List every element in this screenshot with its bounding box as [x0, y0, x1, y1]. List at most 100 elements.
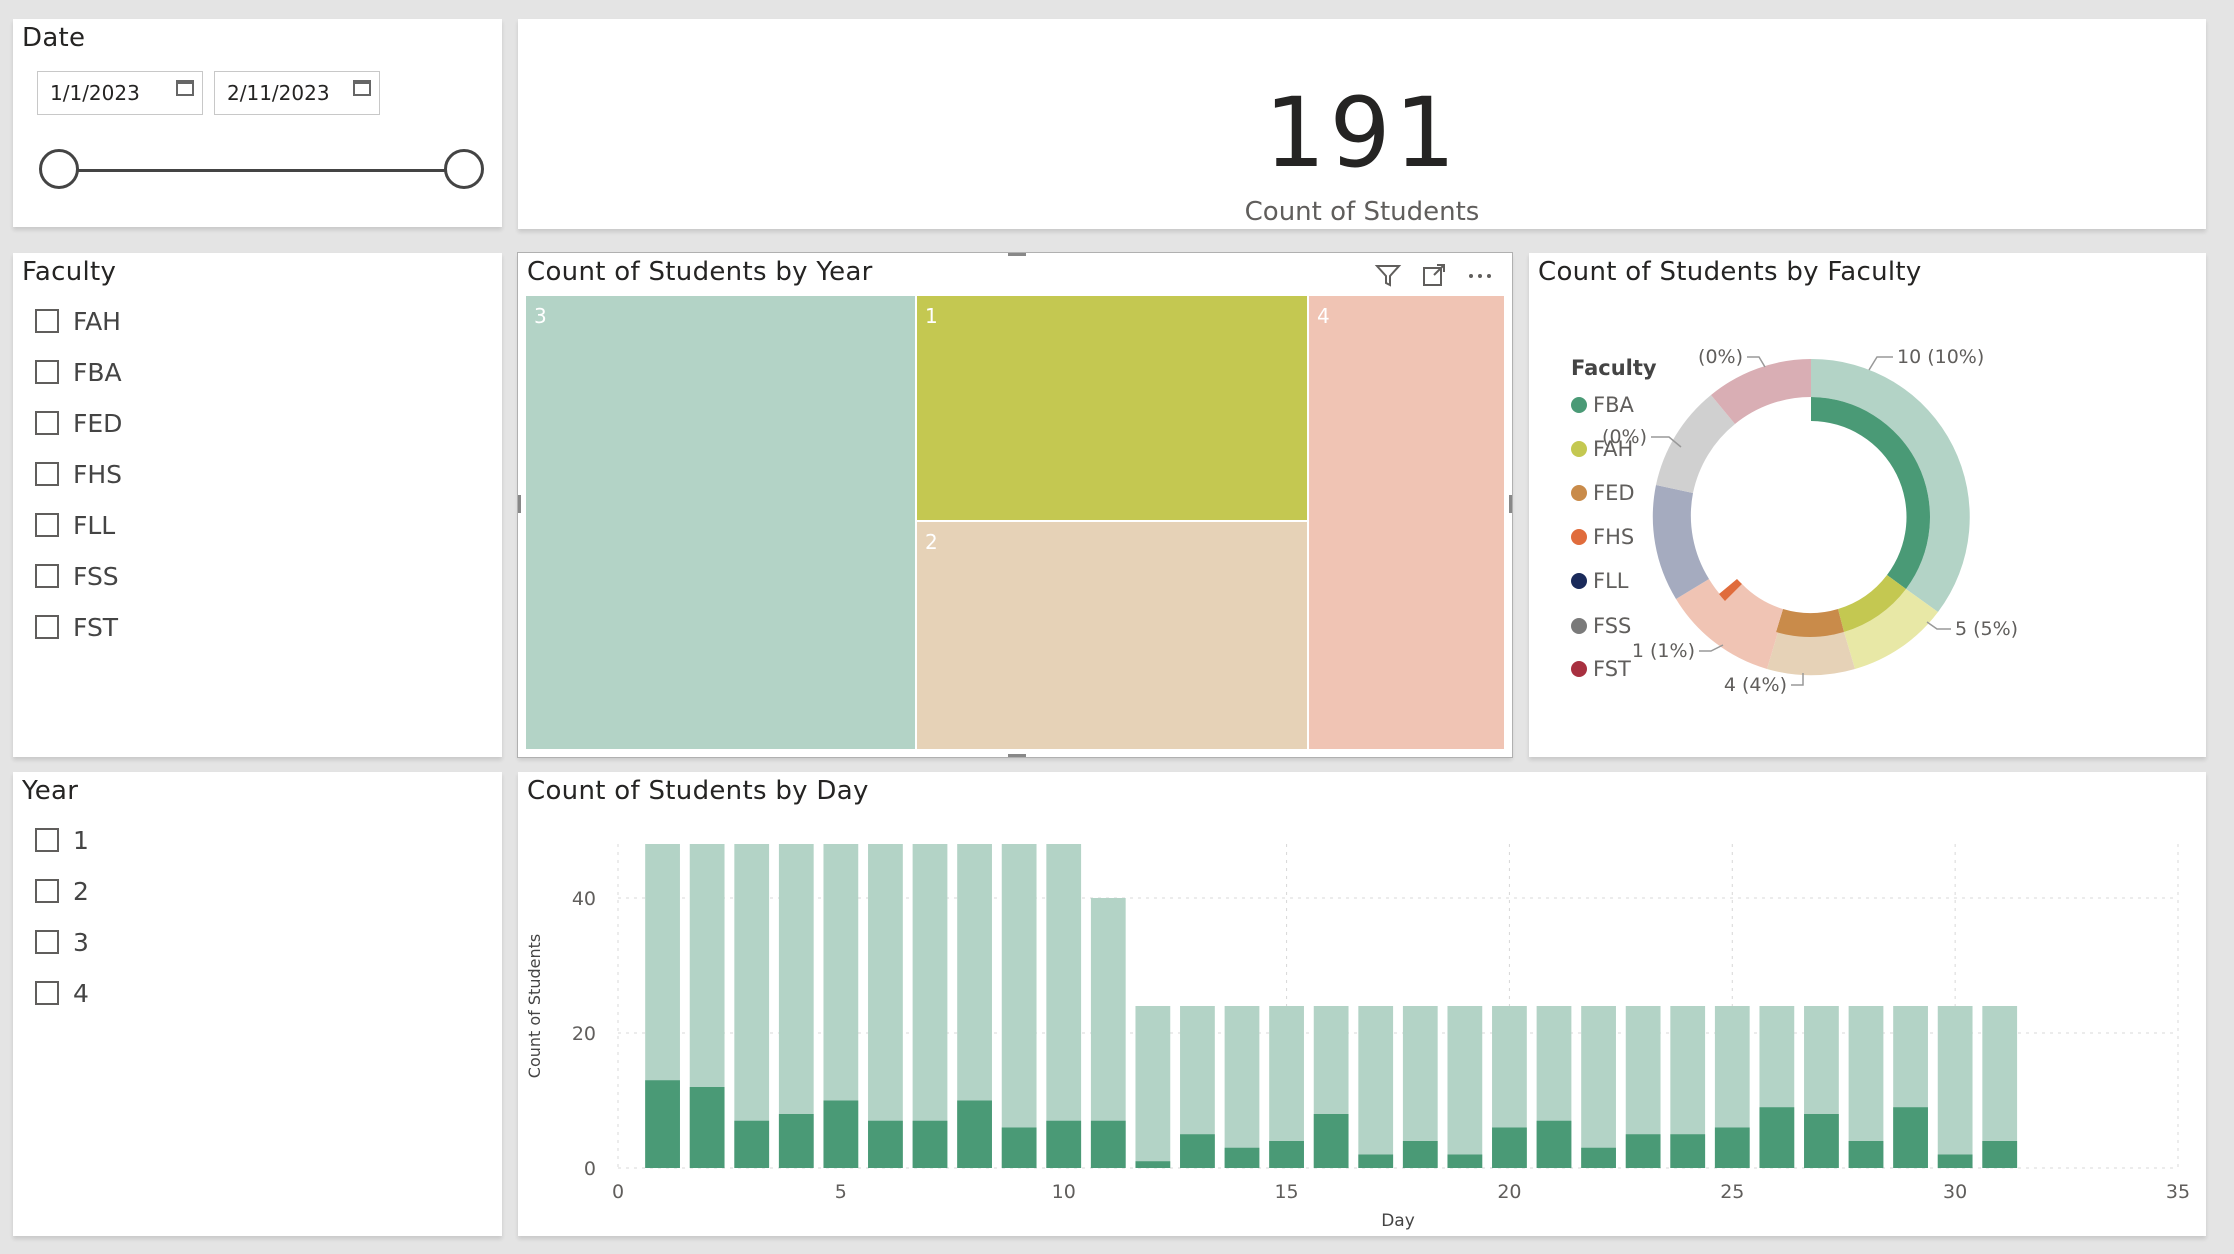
bar-highlighted[interactable]: [1804, 1114, 1839, 1168]
resize-handle[interactable]: [1008, 253, 1026, 256]
bar-highlighted[interactable]: [1402, 1141, 1438, 1168]
donut-outer-segment-fss[interactable]: [1656, 395, 1735, 493]
bar-total[interactable]: [1224, 1006, 1260, 1168]
legend-item-fed[interactable]: FED: [1571, 481, 1635, 505]
checkbox[interactable]: [35, 930, 59, 954]
bar-highlighted[interactable]: [868, 1120, 903, 1168]
bar-highlighted[interactable]: [778, 1114, 814, 1168]
legend-item-fba[interactable]: FBA: [1571, 393, 1634, 417]
checkbox[interactable]: [35, 360, 59, 384]
date-range-start-handle[interactable]: [39, 149, 79, 189]
bar-total[interactable]: [868, 844, 903, 1168]
bar-highlighted[interactable]: [1313, 1114, 1349, 1168]
bar-highlighted[interactable]: [1492, 1127, 1527, 1169]
bar-highlighted[interactable]: [1090, 1120, 1126, 1168]
bar-highlighted[interactable]: [1893, 1107, 1928, 1168]
bar-total[interactable]: [1135, 1006, 1171, 1168]
bar-highlighted[interactable]: [823, 1100, 859, 1169]
year-option[interactable]: 3: [35, 925, 89, 959]
legend-item-fah[interactable]: FAH: [1571, 437, 1633, 461]
year-option[interactable]: 1: [35, 823, 89, 857]
donut-inner-segment-fhs-accent[interactable]: [1719, 579, 1742, 601]
year-option[interactable]: 2: [35, 874, 89, 908]
donut-outer-segment-fst[interactable]: [1711, 359, 1811, 424]
faculty-option[interactable]: FED: [35, 406, 122, 440]
bar-total[interactable]: [1358, 1006, 1394, 1168]
checkbox[interactable]: [35, 828, 59, 852]
donut-inner-segment-fed[interactable]: [1776, 609, 1844, 637]
legend-item-fst[interactable]: FST: [1571, 657, 1631, 681]
donut-outer-segment-fah[interactable]: [1844, 589, 1938, 669]
donut-inner-segment-fah[interactable]: [1838, 575, 1906, 632]
checkbox[interactable]: [35, 513, 59, 537]
donut-outer-segment-fed[interactable]: [1767, 632, 1855, 676]
faculty-option[interactable]: FBA: [35, 355, 122, 389]
start-date-input[interactable]: 1/1/2023: [37, 71, 203, 115]
bar-highlighted[interactable]: [1625, 1134, 1661, 1168]
bar-highlighted[interactable]: [1046, 1120, 1082, 1168]
bar-highlighted[interactable]: [645, 1080, 680, 1168]
bar-total[interactable]: [1001, 844, 1037, 1168]
bar-highlighted[interactable]: [1447, 1154, 1483, 1169]
date-range-track[interactable]: [61, 169, 479, 172]
calendar-icon[interactable]: [353, 80, 371, 96]
checkbox[interactable]: [35, 615, 59, 639]
faculty-option[interactable]: FHS: [35, 457, 122, 491]
date-range-end-handle[interactable]: [444, 149, 484, 189]
faculty-option[interactable]: FSS: [35, 559, 119, 593]
bar-highlighted[interactable]: [957, 1100, 992, 1169]
bar-total[interactable]: [912, 844, 948, 1168]
focus-mode-icon[interactable]: [1420, 261, 1448, 289]
treemap-cell-year-3[interactable]: 3: [526, 296, 917, 751]
treemap-cell-year-4[interactable]: 4: [1309, 296, 1504, 751]
bar-highlighted[interactable]: [1670, 1134, 1706, 1168]
bar-highlighted[interactable]: [734, 1120, 770, 1168]
donut-outer-segment-fba[interactable]: [1811, 358, 1970, 612]
checkbox[interactable]: [35, 411, 59, 435]
end-date-input[interactable]: 2/11/2023: [214, 71, 380, 115]
donut-outer-segment-fll[interactable]: [1652, 485, 1709, 599]
checkbox[interactable]: [35, 879, 59, 903]
legend-item-fll[interactable]: FLL: [1571, 569, 1628, 593]
bar-highlighted[interactable]: [1269, 1141, 1304, 1168]
bar-highlighted[interactable]: [689, 1087, 725, 1168]
bar-highlighted[interactable]: [1536, 1120, 1572, 1168]
resize-handle[interactable]: [1008, 754, 1026, 757]
bar-total[interactable]: [1046, 844, 1082, 1168]
donut-inner-segment-fhs[interactable]: [1725, 584, 1783, 632]
bar-highlighted[interactable]: [1358, 1154, 1394, 1169]
bar-total[interactable]: [1581, 1006, 1616, 1168]
faculty-option[interactable]: FST: [35, 610, 118, 644]
treemap-cell-year-2[interactable]: 2: [917, 522, 1309, 751]
faculty-option[interactable]: FAH: [35, 304, 121, 338]
checkbox[interactable]: [35, 462, 59, 486]
bar-total[interactable]: [734, 844, 770, 1168]
bar-total[interactable]: [1447, 1006, 1483, 1168]
bar-highlighted[interactable]: [1848, 1141, 1884, 1168]
more-options-icon[interactable]: [1466, 261, 1494, 289]
treemap-card[interactable]: Count of Students by Year 3 1 2 4: [517, 252, 1513, 758]
checkbox[interactable]: [35, 309, 59, 333]
treemap-cell-year-1[interactable]: 1: [917, 296, 1309, 522]
bar-total[interactable]: [1937, 1006, 1973, 1168]
checkbox[interactable]: [35, 981, 59, 1005]
year-option[interactable]: 4: [35, 976, 89, 1010]
legend-item-fss[interactable]: FSS: [1571, 614, 1631, 638]
faculty-option[interactable]: FLL: [35, 508, 115, 542]
bar-highlighted[interactable]: [1180, 1134, 1215, 1168]
bar-highlighted[interactable]: [1135, 1161, 1171, 1168]
legend-item-fhs[interactable]: FHS: [1571, 525, 1634, 549]
checkbox[interactable]: [35, 564, 59, 588]
filter-icon[interactable]: [1374, 261, 1402, 289]
bar-highlighted[interactable]: [912, 1120, 948, 1168]
resize-handle[interactable]: [1509, 495, 1512, 513]
bar-highlighted[interactable]: [1759, 1107, 1795, 1168]
bar-highlighted[interactable]: [1581, 1147, 1616, 1168]
bar-highlighted[interactable]: [1714, 1127, 1750, 1169]
resize-handle[interactable]: [518, 495, 521, 513]
bar-highlighted[interactable]: [1224, 1147, 1260, 1168]
calendar-icon[interactable]: [176, 80, 194, 96]
bar-highlighted[interactable]: [1937, 1154, 1973, 1169]
bar-highlighted[interactable]: [1982, 1141, 2018, 1168]
donut-inner-segment-fba[interactable]: [1811, 397, 1931, 589]
